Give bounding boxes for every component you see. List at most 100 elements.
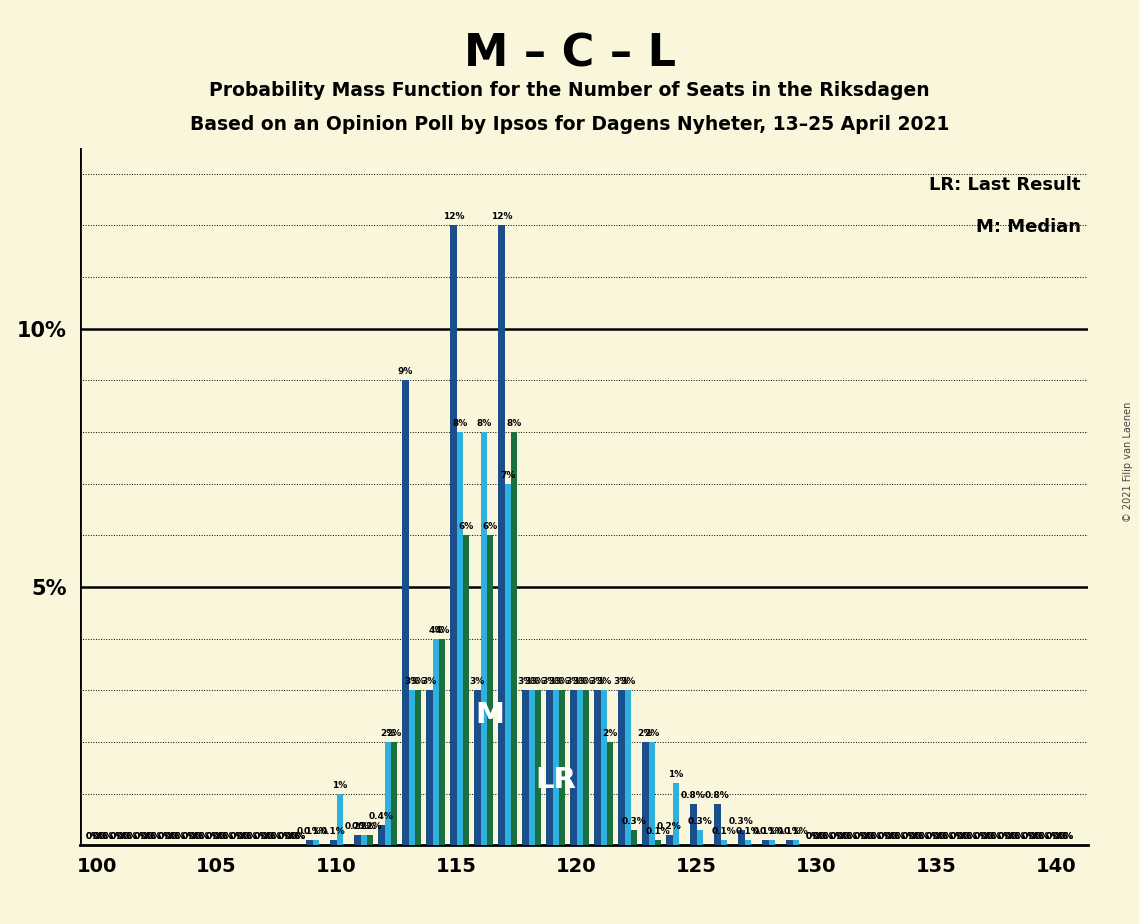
Bar — [546, 690, 552, 845]
Text: 0.3%: 0.3% — [729, 817, 754, 826]
Text: 0%: 0% — [950, 833, 965, 842]
Text: 0.1%: 0.1% — [777, 827, 802, 836]
Text: M – C – L: M – C – L — [464, 32, 675, 76]
Text: 0%: 0% — [254, 833, 269, 842]
Text: 0%: 0% — [974, 833, 989, 842]
Bar — [354, 835, 361, 845]
Text: 0%: 0% — [188, 833, 204, 842]
Text: 2%: 2% — [645, 729, 659, 738]
Text: 0%: 0% — [290, 833, 305, 842]
Text: 0%: 0% — [109, 833, 125, 842]
Text: 0.2%: 0.2% — [358, 822, 383, 831]
Text: 0%: 0% — [1034, 833, 1050, 842]
Text: 0%: 0% — [1029, 833, 1043, 842]
Text: 0%: 0% — [962, 833, 977, 842]
Text: 0%: 0% — [123, 833, 138, 842]
Text: 2%: 2% — [603, 729, 617, 738]
Bar — [714, 804, 721, 845]
Text: 0%: 0% — [908, 833, 924, 842]
Bar — [535, 690, 541, 845]
Text: 0%: 0% — [116, 833, 131, 842]
Bar — [330, 840, 336, 845]
Text: 0%: 0% — [206, 833, 221, 842]
Text: 0%: 0% — [1005, 833, 1019, 842]
Text: 3%: 3% — [469, 677, 485, 687]
Bar — [433, 638, 439, 845]
Text: 0%: 0% — [230, 833, 245, 842]
Text: 7%: 7% — [500, 470, 516, 480]
Text: 0.1%: 0.1% — [753, 827, 778, 836]
Text: 0%: 0% — [236, 833, 252, 842]
Text: 0%: 0% — [986, 833, 1002, 842]
Text: 0%: 0% — [243, 833, 257, 842]
Text: 0%: 0% — [212, 833, 228, 842]
Bar — [690, 804, 697, 845]
Bar — [439, 638, 445, 845]
Text: LR: Last Result: LR: Last Result — [929, 176, 1081, 194]
Text: 0%: 0% — [854, 833, 869, 842]
Text: 3%: 3% — [572, 677, 588, 687]
Text: 0%: 0% — [164, 833, 179, 842]
Text: Based on an Opinion Poll by Ipsos for Dagens Nyheter, 13–25 April 2021: Based on an Opinion Poll by Ipsos for Da… — [190, 115, 949, 134]
Text: 0%: 0% — [1022, 833, 1036, 842]
Bar — [522, 690, 528, 845]
Text: 0.1%: 0.1% — [712, 827, 736, 836]
Text: 0%: 0% — [981, 833, 995, 842]
Text: 0%: 0% — [260, 833, 276, 842]
Text: 1%: 1% — [333, 781, 347, 790]
Bar — [487, 535, 493, 845]
Text: 0%: 0% — [812, 833, 827, 842]
Text: 0%: 0% — [860, 833, 876, 842]
Bar — [642, 742, 648, 845]
Text: 0%: 0% — [805, 833, 821, 842]
Text: 0%: 0% — [867, 833, 882, 842]
Bar — [361, 835, 367, 845]
Text: 3%: 3% — [566, 677, 581, 687]
Text: 0%: 0% — [147, 833, 162, 842]
Text: 0%: 0% — [843, 833, 858, 842]
Text: 0%: 0% — [140, 833, 155, 842]
Bar — [528, 690, 535, 845]
Text: 3%: 3% — [542, 677, 557, 687]
Bar — [505, 484, 511, 845]
Bar — [474, 690, 481, 845]
Bar — [607, 742, 614, 845]
Text: 0%: 0% — [195, 833, 210, 842]
Text: 0%: 0% — [819, 833, 834, 842]
Bar — [402, 381, 409, 845]
Text: 6%: 6% — [483, 522, 498, 531]
Text: 3%: 3% — [404, 677, 419, 687]
Text: 12%: 12% — [443, 213, 464, 221]
Bar — [306, 840, 312, 845]
Text: 0%: 0% — [92, 833, 107, 842]
Text: 0%: 0% — [206, 833, 221, 842]
Text: 3%: 3% — [517, 677, 533, 687]
Text: 0%: 0% — [981, 833, 995, 842]
Text: 0%: 0% — [195, 833, 210, 842]
Text: 0%: 0% — [878, 833, 893, 842]
Text: 3%: 3% — [421, 677, 437, 687]
Text: 0%: 0% — [243, 833, 257, 842]
Text: 0%: 0% — [986, 833, 1002, 842]
Text: 4%: 4% — [435, 626, 450, 635]
Text: 0.1%: 0.1% — [760, 827, 784, 836]
Text: 0%: 0% — [254, 833, 269, 842]
Text: 0%: 0% — [854, 833, 869, 842]
Bar — [648, 742, 655, 845]
Bar — [385, 742, 391, 845]
Text: 0%: 0% — [902, 833, 917, 842]
Bar — [312, 840, 319, 845]
Bar — [697, 830, 703, 845]
Bar — [595, 690, 600, 845]
Text: 0%: 0% — [836, 833, 851, 842]
Bar — [391, 742, 398, 845]
Bar — [511, 432, 517, 845]
Text: 2%: 2% — [638, 729, 653, 738]
Text: 12%: 12% — [491, 213, 513, 221]
Text: 3%: 3% — [411, 677, 426, 687]
Bar — [666, 835, 672, 845]
Bar — [426, 690, 433, 845]
Bar — [624, 690, 631, 845]
Text: 0%: 0% — [860, 833, 876, 842]
Bar — [786, 840, 793, 845]
